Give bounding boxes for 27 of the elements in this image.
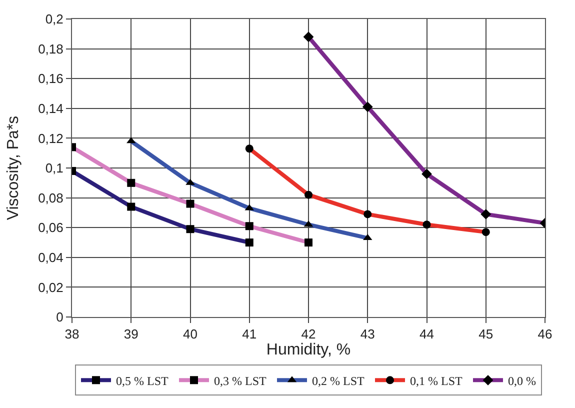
legend-label: 0,3 % LST: [214, 374, 267, 388]
legend-label: 0,5 % LST: [116, 374, 169, 388]
y-tick-label: 0,18: [38, 41, 64, 56]
y-tick-label: 0,04: [38, 250, 64, 265]
legend-label: 0,2 % LST: [312, 374, 365, 388]
y-tick-label: 0,1: [45, 160, 64, 176]
legend-label: 0,1 % LST: [410, 374, 463, 388]
x-tick-label: 43: [360, 326, 375, 342]
legend-label: 0,0 %: [508, 374, 536, 388]
x-tick-label: 40: [183, 326, 198, 342]
x-tick-label: 42: [301, 326, 316, 342]
y-tick-label: 0,14: [38, 100, 64, 116]
x-tick-label: 38: [64, 326, 80, 342]
y-tick-label: 0,12: [38, 130, 64, 146]
x-tick-label: 41: [242, 326, 257, 342]
x-axis-title: Humidity, %: [266, 342, 351, 359]
y-axis-title: Viscosity, Pa*s: [4, 116, 22, 220]
x-tick-label: 39: [124, 326, 138, 342]
x-tick-label: 44: [420, 326, 434, 342]
y-tick-label: 0: [56, 310, 64, 325]
y-tick-label: 0,06: [38, 220, 64, 236]
y-tick-label: 0,16: [38, 71, 64, 86]
y-tick-label: 0,02: [38, 280, 64, 295]
y-tick-label: 0,08: [38, 190, 64, 206]
y-tick-label: 0,2: [45, 12, 64, 27]
x-tick-label: 45: [478, 326, 494, 342]
x-tick-label: 46: [538, 326, 552, 342]
